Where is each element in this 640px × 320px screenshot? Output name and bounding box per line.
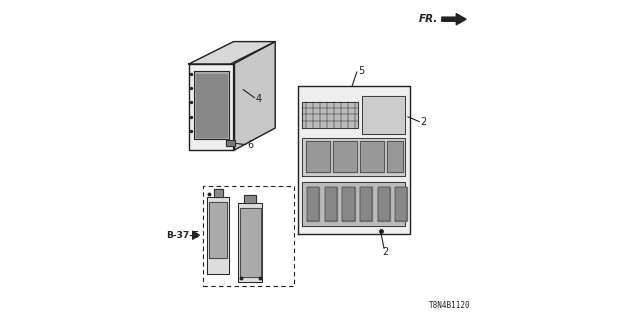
Text: T8N4B1120: T8N4B1120 [429,301,470,310]
Text: FR.: FR. [419,14,438,24]
Text: 4: 4 [255,93,262,104]
Text: 2: 2 [420,117,427,127]
Polygon shape [240,208,261,277]
Text: 2: 2 [383,247,388,257]
Polygon shape [333,141,357,172]
Polygon shape [306,141,330,172]
Polygon shape [362,96,405,134]
Polygon shape [298,86,410,234]
Polygon shape [226,140,236,146]
Polygon shape [360,187,372,221]
Polygon shape [342,187,355,221]
Polygon shape [196,74,227,137]
Polygon shape [307,187,319,221]
Polygon shape [189,42,275,64]
Text: 5: 5 [358,66,364,76]
FancyArrowPatch shape [193,231,200,239]
Polygon shape [244,195,256,203]
Bar [204,186,294,286]
Polygon shape [360,141,384,172]
Polygon shape [387,141,403,172]
Polygon shape [234,42,275,150]
Text: B-37-5: B-37-5 [166,231,200,240]
Polygon shape [302,102,358,128]
Polygon shape [214,189,223,197]
Polygon shape [302,182,405,226]
Polygon shape [302,138,405,176]
Polygon shape [193,71,229,139]
Polygon shape [239,203,262,282]
Polygon shape [325,187,337,221]
Polygon shape [207,197,229,274]
Text: 6: 6 [247,140,253,150]
Polygon shape [396,187,408,221]
Polygon shape [209,202,227,258]
Polygon shape [378,187,390,221]
FancyArrowPatch shape [442,14,466,25]
Polygon shape [189,64,234,150]
